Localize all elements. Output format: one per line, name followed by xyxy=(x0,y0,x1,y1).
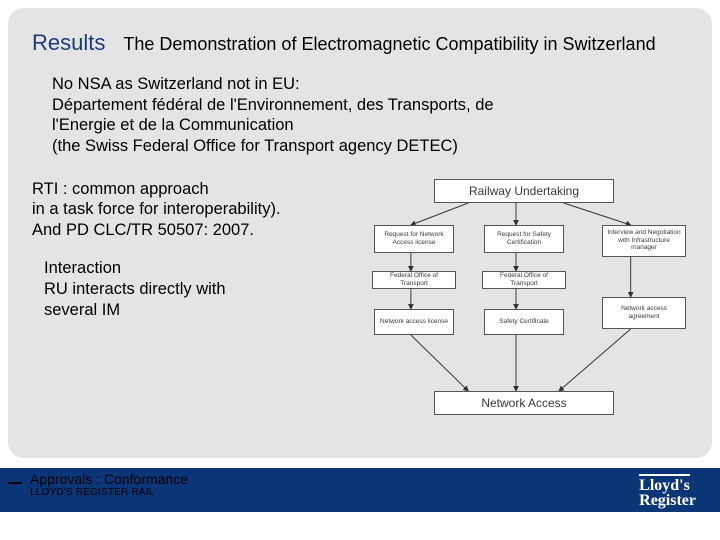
node-network-access-agreement: Network access agreement xyxy=(602,297,686,329)
text-line: RTI : common approach xyxy=(32,179,332,200)
footer-line-2: LLOYD'S REGISTER RAIL xyxy=(30,487,188,498)
footer-label: Approvals xyxy=(30,471,96,487)
node-label: Federal Office of Transport xyxy=(377,272,451,287)
node-label: Request for Network Access license xyxy=(379,231,449,246)
node-label: Safety Certificate xyxy=(499,318,549,325)
text-line: RU interacts directly with xyxy=(44,279,332,300)
content-row: RTI : common approach in a task force fo… xyxy=(32,179,688,439)
node-label: Request for Safety Certification xyxy=(489,231,559,246)
intro-line: l'Energie et de la Communication xyxy=(52,115,688,136)
node-negotiation-im: Interview and Negotiation with Infrastru… xyxy=(602,225,686,257)
node-network-access-license: Network access license xyxy=(374,309,454,335)
node-label: Federal Office of Transport xyxy=(487,272,561,287)
slide-body: Results The Demonstration of Electromagn… xyxy=(8,8,712,458)
node-safety-certificate: Safety Certificate xyxy=(484,309,564,335)
paragraph: Interaction RU interacts directly with s… xyxy=(44,258,332,320)
text-line: And PD CLC/TR 50507: 2007. xyxy=(32,220,332,241)
lloyds-register-logo: Lloyd's Register xyxy=(639,473,696,508)
node-federal-office-1: Federal Office of Transport xyxy=(372,271,456,289)
slide-title: The Demonstration of Electromagnetic Com… xyxy=(123,34,655,55)
text-line: several IM xyxy=(44,300,332,321)
node-request-network-access: Request for Network Access license xyxy=(374,225,454,253)
intro-paragraph: No NSA as Switzerland not in EU: Départe… xyxy=(52,74,688,157)
node-label: Interview and Negotiation with Infrastru… xyxy=(607,229,681,251)
node-label: Railway Undertaking xyxy=(469,184,579,198)
results-label: Results xyxy=(32,30,105,56)
node-network-access: Network Access xyxy=(434,391,614,415)
node-railway-undertaking: Railway Undertaking xyxy=(434,179,614,203)
node-federal-office-2: Federal Office of Transport xyxy=(482,271,566,289)
intro-line: No NSA as Switzerland not in EU: xyxy=(52,74,688,95)
logo-line: Register xyxy=(639,492,696,509)
node-label: Network access license xyxy=(380,318,448,325)
intro-line: (the Swiss Federal Office for Transport … xyxy=(52,136,688,157)
paragraph: RTI : common approach in a task force fo… xyxy=(32,179,332,241)
text-line: Interaction xyxy=(44,258,332,279)
header-row: Results The Demonstration of Electromagn… xyxy=(32,30,688,56)
footer-line-1: Approvals : Conformance xyxy=(30,471,188,487)
intro-line: Département fédéral de l'Environnement, … xyxy=(52,95,688,116)
node-request-safety-cert: Request for Safety Certification xyxy=(484,225,564,253)
logo-line: Lloyd's xyxy=(639,474,690,493)
text-line: in a task force for interoperability). xyxy=(32,199,332,220)
node-label: Network access agreement xyxy=(607,305,681,320)
node-label: Network Access xyxy=(481,396,566,410)
footer-dash-icon xyxy=(8,482,22,484)
footer-text: Approvals : Conformance LLOYD'S REGISTER… xyxy=(30,471,188,498)
footer-label: : Conformance xyxy=(96,471,188,487)
flowchart-diagram: Railway Undertaking Request for Network … xyxy=(344,179,688,439)
left-column: RTI : common approach in a task force fo… xyxy=(32,179,332,439)
